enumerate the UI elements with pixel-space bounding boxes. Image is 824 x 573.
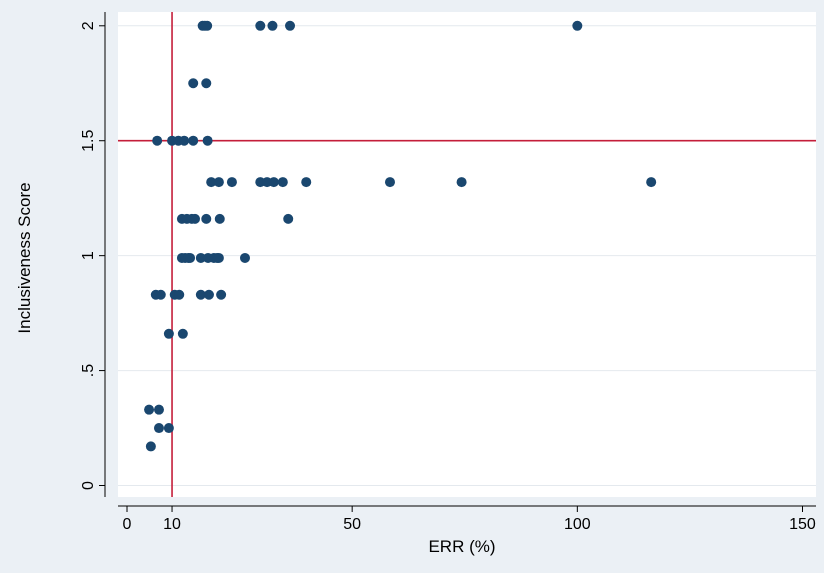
data-point bbox=[179, 135, 190, 146]
reference-lines bbox=[118, 12, 816, 497]
data-point bbox=[202, 135, 213, 146]
x-ticks: 0 10 50 100 150 bbox=[123, 506, 816, 533]
data-point bbox=[195, 252, 206, 263]
y-tick-label: .5 bbox=[80, 364, 97, 377]
x-axis-title: ERR (%) bbox=[428, 537, 495, 556]
data-points bbox=[144, 20, 657, 452]
data-point bbox=[239, 252, 250, 263]
data-point bbox=[177, 328, 188, 339]
y-tick-label: 1 bbox=[80, 251, 97, 260]
data-point bbox=[226, 177, 237, 188]
data-point bbox=[216, 289, 227, 300]
data-point bbox=[267, 20, 278, 31]
data-point bbox=[188, 135, 199, 146]
data-point bbox=[163, 328, 174, 339]
data-point bbox=[572, 20, 583, 31]
x-tick-label: 50 bbox=[343, 516, 361, 533]
data-point bbox=[203, 289, 214, 300]
y-tick-label: 1.5 bbox=[80, 130, 97, 152]
data-point bbox=[201, 213, 212, 224]
data-point bbox=[384, 177, 395, 188]
data-point bbox=[213, 177, 224, 188]
data-point bbox=[206, 177, 217, 188]
data-point bbox=[277, 177, 288, 188]
data-point bbox=[646, 177, 657, 188]
data-point bbox=[214, 213, 225, 224]
x-tick-label: 10 bbox=[163, 516, 181, 533]
data-point bbox=[185, 252, 196, 263]
data-point bbox=[188, 78, 199, 89]
data-point bbox=[255, 20, 266, 31]
data-point bbox=[456, 177, 467, 188]
axes bbox=[104, 12, 816, 507]
data-point bbox=[283, 213, 294, 224]
data-point bbox=[153, 423, 164, 434]
y-axis-title: Inclusiveness Score bbox=[15, 182, 34, 333]
data-point bbox=[152, 135, 163, 146]
plot-area bbox=[118, 12, 816, 497]
data-point bbox=[202, 20, 213, 31]
y-tick-label: 2 bbox=[80, 21, 97, 30]
x-tick-label: 0 bbox=[123, 516, 132, 533]
y-ticks: 0 .5 1 1.5 2 bbox=[80, 21, 105, 490]
data-point bbox=[285, 20, 296, 31]
data-point bbox=[144, 404, 155, 415]
data-point bbox=[195, 289, 206, 300]
x-tick-label: 100 bbox=[564, 516, 591, 533]
data-point bbox=[190, 213, 201, 224]
data-point bbox=[163, 423, 174, 434]
data-point bbox=[155, 289, 166, 300]
data-point bbox=[145, 441, 156, 452]
data-point bbox=[174, 289, 185, 300]
data-point bbox=[213, 252, 224, 263]
data-point bbox=[201, 78, 212, 89]
data-point bbox=[268, 177, 279, 188]
data-point bbox=[153, 404, 164, 415]
y-tick-label: 0 bbox=[80, 481, 97, 490]
x-tick-label: 150 bbox=[789, 516, 816, 533]
data-point bbox=[301, 177, 312, 188]
